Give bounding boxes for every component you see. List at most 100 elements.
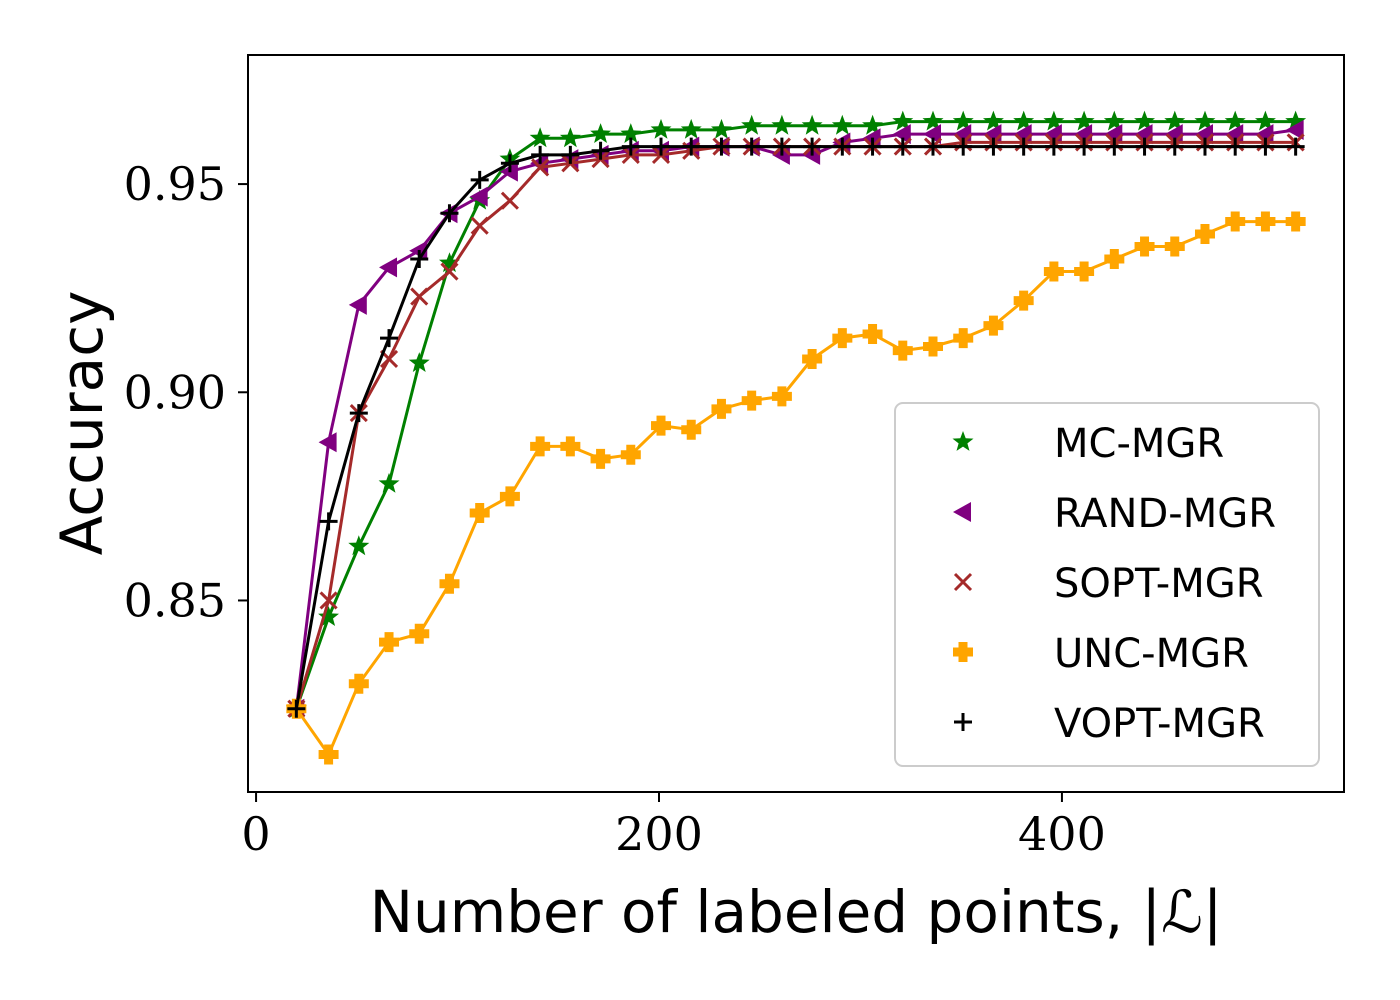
- data-point-vopt-mgr: [1044, 137, 1063, 156]
- legend-marker-vopt-mgr: [954, 713, 972, 731]
- data-point-unc-mgr: [953, 328, 974, 349]
- data-point-vopt-mgr: [319, 512, 338, 531]
- legend-marker-mc-mgr: [952, 431, 974, 451]
- x-axis: 0 200 400: [241, 792, 1106, 861]
- legend-label: UNC-MGR: [1054, 631, 1249, 677]
- legend-label: VOPT-MGR: [1054, 701, 1265, 747]
- data-point-mc-mgr: [680, 118, 702, 139]
- data-point-rand-mgr: [923, 124, 941, 145]
- data-point-unc-mgr: [1255, 211, 1276, 232]
- data-point-sopt-mgr: [319, 591, 338, 610]
- data-point-unc-mgr: [1043, 261, 1064, 282]
- data-point-mc-mgr: [922, 110, 944, 131]
- data-point-unc-mgr: [651, 415, 672, 436]
- data-point-rand-mgr: [1285, 119, 1304, 140]
- data-point-mc-mgr: [711, 118, 732, 139]
- legend-frame: [894, 402, 1320, 767]
- data-point-unc-mgr: [1104, 249, 1125, 270]
- data-point-vopt-mgr: [924, 137, 942, 156]
- data-point-rand-mgr: [469, 186, 488, 207]
- data-point-vopt-mgr: [531, 145, 550, 164]
- data-point-vopt-mgr: [1286, 137, 1305, 156]
- legend-label: MC-MGR: [1054, 421, 1224, 467]
- data-point-vopt-mgr: [712, 137, 731, 156]
- data-point-mc-mgr: [771, 114, 793, 135]
- data-point-unc-mgr: [348, 673, 369, 694]
- data-point-mc-mgr: [831, 114, 853, 135]
- x-tick-label: 0: [241, 807, 270, 861]
- series-line-unc-mgr: [295, 220, 1296, 756]
- legend-entry-mc-mgr: MC-MGR: [952, 421, 1224, 467]
- data-point-vopt-mgr: [1105, 137, 1124, 156]
- data-point-sopt-mgr: [470, 216, 489, 235]
- x-tick-label: 200: [615, 807, 703, 861]
- data-point-mc-mgr: [650, 118, 672, 139]
- series-mc-mgr: [285, 110, 1307, 718]
- data-point-vopt-mgr: [742, 137, 761, 156]
- data-point-unc-mgr: [379, 632, 400, 653]
- data-point-rand-mgr: [892, 124, 911, 145]
- data-point-mc-mgr: [1103, 110, 1125, 131]
- legend-label: RAND-MGR: [1054, 491, 1276, 537]
- data-point-unc-mgr: [1013, 290, 1034, 311]
- data-point-vopt-mgr: [682, 137, 701, 156]
- data-point-vopt-mgr: [561, 145, 580, 164]
- data-point-unc-mgr: [802, 348, 823, 369]
- data-point-mc-mgr: [620, 123, 642, 143]
- data-point-unc-mgr: [1194, 224, 1215, 245]
- data-point-sopt-mgr: [500, 191, 519, 210]
- data-point-sopt-mgr: [440, 262, 459, 281]
- x-axis-label: Number of labeled points, |ℒ|: [370, 878, 1223, 946]
- series-line-rand-mgr: [294, 128, 1296, 709]
- data-point-mc-mgr: [1194, 110, 1216, 131]
- legend: MC-MGR RAND-MGR SOPT-MGR UNC-MGR VOPT-MGR: [894, 402, 1320, 767]
- data-point-unc-mgr: [892, 340, 913, 361]
- data-point-unc-mgr: [1285, 211, 1306, 232]
- data-point-mc-mgr: [590, 123, 611, 143]
- data-point-mc-mgr: [1164, 110, 1186, 131]
- data-point-mc-mgr: [862, 114, 883, 135]
- data-point-mc-mgr: [408, 352, 430, 372]
- legend-entry-sopt-mgr: SOPT-MGR: [953, 561, 1264, 607]
- data-point-vopt-mgr: [954, 137, 973, 156]
- data-point-sopt-mgr: [410, 287, 429, 306]
- data-point-unc-mgr: [1225, 211, 1246, 232]
- data-point-mc-mgr: [892, 110, 914, 131]
- data-point-mc-mgr: [1073, 110, 1095, 131]
- legend-marker-rand-mgr: [953, 502, 971, 522]
- series-line-mc-mgr: [294, 120, 1296, 710]
- data-point-mc-mgr: [983, 110, 1004, 131]
- data-point-mc-mgr: [1013, 110, 1035, 131]
- data-point-vopt-mgr: [380, 329, 399, 348]
- data-point-mc-mgr: [741, 114, 763, 135]
- data-point-vopt-mgr: [803, 137, 822, 156]
- data-point-unc-mgr: [862, 323, 883, 344]
- data-point-vopt-mgr: [621, 137, 640, 156]
- data-point-rand-mgr: [318, 432, 337, 453]
- data-point-mc-mgr: [439, 252, 460, 273]
- series-unc-mgr: [286, 211, 1306, 765]
- data-point-vopt-mgr: [833, 137, 852, 156]
- data-point-unc-mgr: [923, 336, 943, 357]
- data-point-vopt-mgr: [1195, 137, 1214, 156]
- data-point-unc-mgr: [469, 503, 490, 524]
- y-axis: 0.85 0.90 0.95: [124, 157, 248, 627]
- legend-label: SOPT-MGR: [1054, 561, 1264, 607]
- legend-entry-unc-mgr: UNC-MGR: [953, 631, 1249, 677]
- data-point-unc-mgr: [318, 744, 339, 765]
- data-point-sopt-mgr: [531, 158, 550, 177]
- data-point-vopt-mgr: [349, 404, 368, 423]
- legend-marker-unc-mgr: [953, 642, 973, 662]
- y-tick-label: 0.85: [124, 573, 226, 627]
- data-point-mc-mgr: [559, 127, 581, 148]
- series-line-vopt-mgr: [294, 145, 1296, 709]
- data-point-unc-mgr: [409, 623, 430, 644]
- data-point-vopt-mgr: [652, 137, 671, 156]
- data-point-unc-mgr: [711, 398, 732, 419]
- data-point-vopt-mgr: [984, 137, 1003, 156]
- data-point-unc-mgr: [1164, 236, 1185, 257]
- x-tick-label: 400: [1018, 807, 1106, 861]
- data-point-unc-mgr: [590, 448, 611, 469]
- data-point-mc-mgr: [318, 606, 339, 626]
- data-point-vopt-mgr: [1165, 137, 1184, 156]
